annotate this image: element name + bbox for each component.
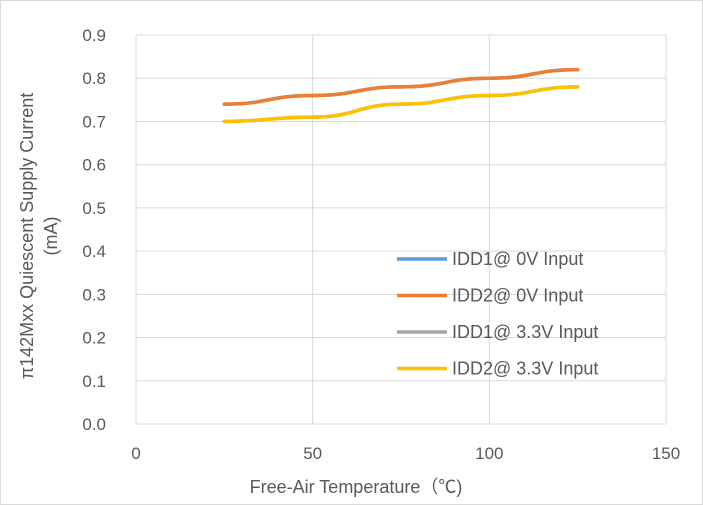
y-axis-ticks: 0.0 0.1 0.2 0.3 0.4 0.5 0.6 0.7 0.8 0.9 — [82, 26, 106, 434]
legend-label: IDD2@ 0V Input — [452, 286, 583, 306]
y-tick-label: 0.8 — [82, 69, 106, 88]
legend-label: IDD1@ 3.3V Input — [452, 322, 598, 342]
series-line-4 — [222, 85, 580, 124]
y-tick-label: 0.9 — [82, 26, 106, 45]
legend: IDD1@ 0V Input IDD2@ 0V Input IDD1@ 3.3V I… — [397, 249, 598, 379]
x-tick-label: 150 — [652, 444, 680, 463]
legend-label: IDD2@ 3.3V Input — [452, 359, 598, 379]
x-tick-label: 100 — [475, 444, 503, 463]
y-tick-label: 0.1 — [82, 372, 106, 391]
series-lines — [222, 67, 580, 124]
y-tick-label: 0.6 — [82, 156, 106, 175]
y-tick-label: 0.3 — [82, 285, 106, 304]
y-axis-title: π142Mxx Quiescent Supply Current (mA) — [17, 93, 61, 380]
y-tick-label: 0.2 — [82, 329, 106, 348]
x-axis-ticks: 0 50 100 150 — [131, 444, 680, 463]
y-tick-label: 0.0 — [82, 415, 106, 434]
y-tick-label: 0.7 — [82, 112, 106, 131]
x-tick-label: 0 — [131, 444, 140, 463]
y-axis-title-line-1: π142Mxx Quiescent Supply Current — [17, 93, 37, 380]
y-axis-title-line-2: (mA) — [41, 217, 61, 256]
x-axis-title: Free-Air Temperature（℃) — [250, 477, 463, 497]
y-tick-label: 0.4 — [82, 242, 106, 261]
gridlines — [135, 34, 667, 425]
series-line-2 — [222, 67, 580, 106]
legend-label: IDD1@ 0V Input — [452, 249, 583, 269]
x-tick-label: 50 — [303, 444, 322, 463]
y-tick-label: 0.5 — [82, 199, 106, 218]
